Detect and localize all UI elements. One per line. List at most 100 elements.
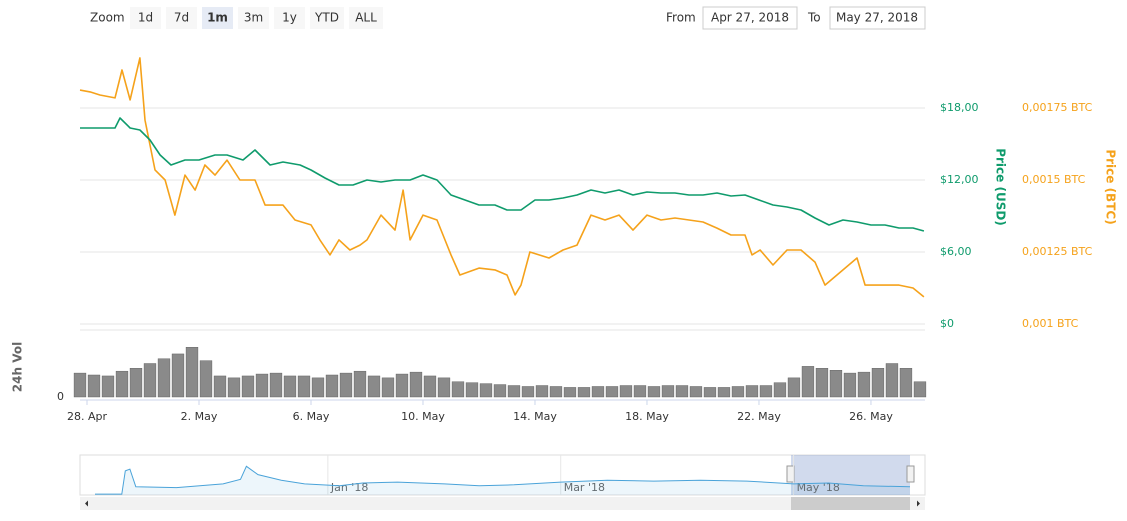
navigator-frame xyxy=(79,454,926,496)
scrollbar-thumb[interactable] xyxy=(791,497,910,510)
navigator-selection[interactable] xyxy=(791,455,910,495)
volume-bar xyxy=(843,372,857,398)
y2-tick-label: 0,00175 BTC xyxy=(1022,101,1093,114)
zoom-button-label[interactable]: 1y xyxy=(282,11,297,25)
volume-bar xyxy=(241,375,255,398)
volume-bar xyxy=(647,386,661,398)
volume-bar xyxy=(185,347,199,398)
volume-bar xyxy=(759,385,773,398)
price-line xyxy=(79,57,925,298)
volume-bar xyxy=(535,385,549,398)
volume-bar xyxy=(633,385,647,398)
volume-bar xyxy=(143,363,157,398)
x-tick-label: 28. Apr xyxy=(67,410,107,423)
volume-bar xyxy=(297,375,311,398)
zoom-button-label[interactable]: 3m xyxy=(244,11,263,25)
zoom-button-label[interactable]: YTD xyxy=(314,11,339,25)
zoom-button[interactable] xyxy=(202,7,233,29)
y-axis-title: Price (USD) xyxy=(994,148,1008,226)
zoom-button[interactable] xyxy=(130,7,161,29)
zoom-button[interactable] xyxy=(274,7,305,29)
zoom-button-label[interactable]: 7d xyxy=(174,11,189,25)
zoom-button-label[interactable]: 1d xyxy=(138,11,153,25)
volume-bar xyxy=(479,383,493,398)
volume-bar xyxy=(227,377,241,398)
volume-bar xyxy=(605,386,619,398)
volume-bar xyxy=(311,377,325,398)
volume-bar xyxy=(787,377,801,398)
volume-bar xyxy=(521,386,535,398)
price-line xyxy=(80,117,925,232)
volume-bar xyxy=(115,370,129,398)
volume-bar xyxy=(339,372,353,398)
y-tick-label: $18,00 xyxy=(940,101,979,114)
scrollbar-track[interactable] xyxy=(80,497,925,510)
volume-bar xyxy=(703,387,717,398)
volume-bar xyxy=(899,368,913,398)
x-tick-label: 26. May xyxy=(849,410,893,423)
navigator-tick-label: May '18 xyxy=(797,481,840,494)
volume-bar xyxy=(437,377,451,398)
volume-bar xyxy=(507,385,521,398)
from-label: From xyxy=(666,11,696,25)
zoom-button[interactable] xyxy=(166,7,197,29)
volume-bar xyxy=(353,370,367,398)
to-input[interactable] xyxy=(829,6,926,30)
x-tick-label: 14. May xyxy=(513,410,557,423)
volume-bar xyxy=(619,385,633,398)
volume-bar xyxy=(73,372,87,398)
volume-bar xyxy=(381,377,395,398)
volume-bar xyxy=(325,374,339,398)
navigator-tick-label: Mar '18 xyxy=(564,481,605,494)
from-value[interactable]: Apr 27, 2018 xyxy=(711,11,789,25)
y2-axis-title: Price (BTC) xyxy=(1104,149,1118,224)
volume-bar xyxy=(101,375,115,398)
volume-bar xyxy=(255,373,269,398)
from-input[interactable] xyxy=(702,6,798,30)
volume-bar xyxy=(395,373,409,398)
volume-bar xyxy=(367,375,381,398)
volume-bar xyxy=(269,372,283,398)
volume-bar xyxy=(745,385,759,398)
volume-bar xyxy=(675,385,689,398)
volume-bar xyxy=(213,375,227,398)
y2-tick-label: 0,0015 BTC xyxy=(1022,173,1086,186)
navigator-handle[interactable] xyxy=(786,465,795,483)
y-tick-label: $12,00 xyxy=(940,173,979,186)
zoom-button-label[interactable]: ALL xyxy=(355,11,377,25)
volume-bar xyxy=(577,387,591,398)
to-value[interactable]: May 27, 2018 xyxy=(836,11,918,25)
volume-bar xyxy=(451,381,465,398)
volume-bar xyxy=(563,387,577,398)
zoom-label: Zoom xyxy=(90,11,125,25)
volume-bar xyxy=(815,368,829,398)
x-tick-label: 22. May xyxy=(737,410,781,423)
volume-bar xyxy=(661,385,675,398)
volume-tick-label: 0 xyxy=(57,390,64,403)
volume-bar xyxy=(801,366,815,398)
x-tick-label: 6. May xyxy=(293,410,330,423)
y2-tick-label: 0,00125 BTC xyxy=(1022,245,1093,258)
navigator-area xyxy=(95,466,910,495)
volume-bar xyxy=(129,368,143,398)
volume-bar xyxy=(199,360,213,398)
volume-bar xyxy=(87,374,101,398)
volume-bar xyxy=(829,370,843,398)
volume-bar xyxy=(171,353,185,398)
zoom-button[interactable] xyxy=(310,7,344,29)
zoom-button[interactable] xyxy=(349,7,383,29)
volume-bar xyxy=(465,382,479,398)
volume-bar xyxy=(283,375,297,398)
zoom-button-label[interactable]: 1m xyxy=(207,11,228,25)
navigator-handle[interactable] xyxy=(906,465,915,483)
volume-bar xyxy=(871,368,885,398)
volume-bar xyxy=(493,384,507,398)
volume-bar xyxy=(773,382,787,398)
volume-bar xyxy=(409,371,423,398)
zoom-button[interactable] xyxy=(238,7,269,29)
volume-bar xyxy=(549,386,563,398)
volume-bar xyxy=(731,386,745,398)
x-tick-label: 18. May xyxy=(625,410,669,423)
x-tick-label: 2. May xyxy=(181,410,218,423)
